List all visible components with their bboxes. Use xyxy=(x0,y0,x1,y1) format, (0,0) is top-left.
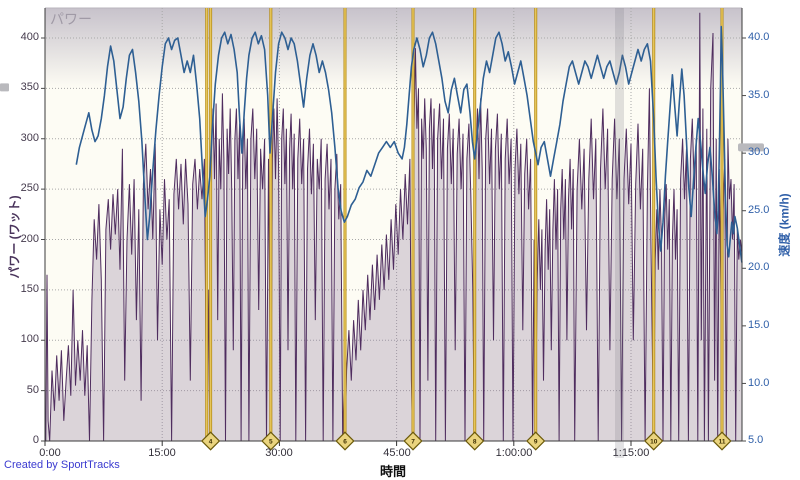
lap-diamond[interactable]: 5 xyxy=(261,431,281,451)
lap-number: 8 xyxy=(473,438,477,445)
chart-title: パワー xyxy=(50,11,92,27)
lap-diamond[interactable]: 9 xyxy=(526,431,546,451)
x-axis-title: 時間 xyxy=(379,464,406,479)
lap-diamond-shape[interactable] xyxy=(465,431,485,451)
speed-tick-15: 15.0 xyxy=(748,319,770,331)
time-tick-1500: 15:00 xyxy=(148,447,176,459)
power-tick-100: 100 xyxy=(20,333,39,345)
speed-tick-40: 40.0 xyxy=(748,31,770,43)
speed-tick-30: 30.0 xyxy=(748,146,770,158)
lap-line xyxy=(343,8,347,441)
lap-number: 6 xyxy=(343,438,347,445)
lap-number: 9 xyxy=(534,438,538,445)
credit-text: Created by SportTracks xyxy=(4,459,120,471)
avg-power-marker xyxy=(0,83,9,92)
time-tick-10000: 1:00:00 xyxy=(495,447,533,459)
lap-number: 4 xyxy=(209,438,213,445)
plot-top-gradient xyxy=(45,8,742,88)
lap-number: 11 xyxy=(719,438,726,445)
lap-number: 7 xyxy=(411,438,415,445)
speed-tick-35: 35.0 xyxy=(748,89,770,101)
right-axis-title: 速度 (km/h) xyxy=(777,193,792,257)
lap-line xyxy=(205,8,209,441)
lap-diamond-shape[interactable] xyxy=(335,431,355,451)
lap-diamond-shape[interactable] xyxy=(200,431,221,451)
speed-line xyxy=(75,25,743,263)
power-tick-0: 0 xyxy=(32,434,39,446)
time-tick-0000: 0:00 xyxy=(39,447,61,459)
power-tick-50: 50 xyxy=(26,384,39,396)
power-tick-250: 250 xyxy=(20,182,39,194)
lap-line xyxy=(720,8,724,441)
speed-tick-5: 5.0 xyxy=(748,434,764,446)
power-tick-200: 200 xyxy=(20,233,39,245)
lap-diamond[interactable]: 11 xyxy=(712,431,732,451)
power-area xyxy=(45,12,742,442)
lap-diamond-shape[interactable] xyxy=(403,431,423,451)
lap-diamond[interactable]: 10 xyxy=(644,431,664,451)
power-tick-300: 300 xyxy=(20,132,39,144)
time-tick-11500: 1:15:00 xyxy=(612,447,650,459)
lap-line xyxy=(209,8,213,441)
lap-diamond[interactable]: 7 xyxy=(403,431,423,451)
lap-diamond-shape[interactable] xyxy=(526,431,546,451)
power-tick-350: 350 xyxy=(20,81,39,93)
lap-number: 10 xyxy=(650,438,658,445)
lap-line xyxy=(269,8,273,441)
time-tick-3000: 30:00 xyxy=(265,447,293,459)
speed-tick-20: 20.0 xyxy=(748,261,770,273)
lap-line xyxy=(534,8,538,441)
speed-tick-10: 10.0 xyxy=(748,377,770,389)
lap-line xyxy=(652,8,656,441)
lap-number: 5 xyxy=(269,438,273,445)
cursor-band[interactable] xyxy=(614,8,624,458)
power-tick-400: 400 xyxy=(20,31,39,43)
lap-diamond[interactable]: 6 xyxy=(335,431,355,451)
lap-diamond[interactable]: 4 xyxy=(200,431,221,451)
lap-line xyxy=(473,8,477,441)
speed-tick-25: 25.0 xyxy=(748,204,770,216)
lap-diamond-shape[interactable] xyxy=(261,431,281,451)
avg-speed-marker xyxy=(738,143,764,152)
power-tick-150: 150 xyxy=(20,283,39,295)
time-tick-4500: 45:00 xyxy=(383,447,411,459)
lap-diamond-shape[interactable] xyxy=(644,431,664,451)
lap-diamond[interactable]: 8 xyxy=(465,431,485,451)
lap-line xyxy=(411,8,415,441)
lap-diamond-shape[interactable] xyxy=(712,431,732,451)
